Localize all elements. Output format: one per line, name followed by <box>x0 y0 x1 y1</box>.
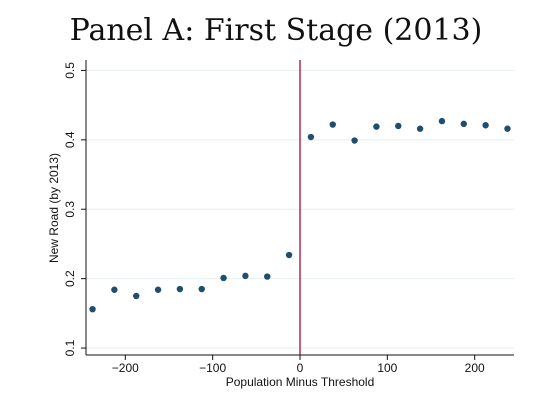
data-point-13 <box>373 123 380 130</box>
data-point-14 <box>395 122 402 130</box>
y-tick-label-0: 0.1 <box>63 339 77 356</box>
x-axis-label: Population Minus Threshold <box>226 375 375 389</box>
data-point-9 <box>285 251 293 259</box>
data-point-2 <box>133 292 140 300</box>
x-tick-label-0: −200 <box>112 361 139 375</box>
y-tick-label-2: 0.3 <box>63 201 77 218</box>
y-tick-label-1: 0.2 <box>63 270 77 287</box>
data-point-11 <box>329 121 336 128</box>
y-axis: 0.1 0.2 0.3 0.4 0.5 <box>63 60 87 356</box>
data-point-3 <box>154 286 162 293</box>
data-point-5 <box>198 285 205 293</box>
data-point-8 <box>264 273 271 280</box>
data-point-7 <box>242 272 249 280</box>
data-point-1 <box>111 286 118 293</box>
y-axis-label: New Road (by 2013) <box>47 153 61 263</box>
x-tick-label-4: 200 <box>465 361 485 375</box>
x-axis: −200 −100 0 100 200 <box>86 354 514 375</box>
data-point-6 <box>220 274 227 282</box>
y-tick-label-4: 0.5 <box>63 62 77 79</box>
x-tick-label-3: 100 <box>377 361 397 375</box>
plot-area: 0.1 0.2 0.3 0.4 0.5 −200 −100 0 100 200 <box>63 60 514 375</box>
data-point-19 <box>504 125 511 132</box>
x-tick-label-1: −100 <box>199 361 226 375</box>
data-point-4 <box>176 285 184 293</box>
data-point-17 <box>460 120 467 128</box>
data-point-15 <box>416 125 424 132</box>
chart-title: Panel A: First Stage (2013) <box>70 13 483 48</box>
data-points <box>89 117 511 313</box>
data-point-16 <box>438 117 446 125</box>
data-point-10 <box>307 133 315 141</box>
data-point-12 <box>351 137 358 144</box>
data-point-0 <box>89 305 96 313</box>
x-tick-label-2: 0 <box>297 361 304 375</box>
data-point-18 <box>482 122 489 129</box>
y-tick-label-3: 0.4 <box>63 131 77 148</box>
